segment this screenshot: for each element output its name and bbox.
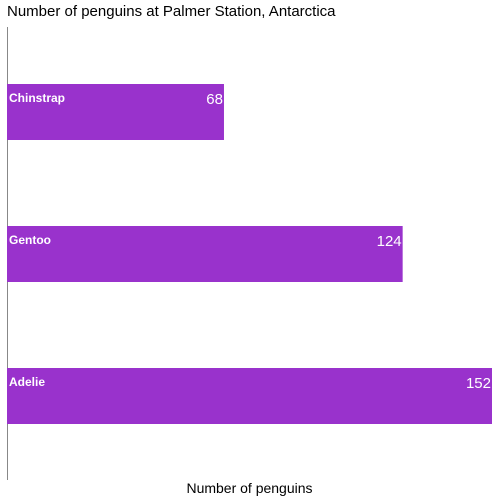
- bar-chinstrap: [7, 84, 224, 140]
- x-axis-label: Number of penguins: [186, 480, 313, 496]
- bar-adelie: [7, 368, 492, 424]
- value-label-gentoo: 124: [377, 233, 402, 250]
- bar-gentoo: [7, 226, 403, 282]
- chart-title: Number of penguins at Palmer Station, An…: [7, 3, 336, 20]
- category-label-chinstrap: Chinstrap: [9, 91, 65, 105]
- category-label-gentoo: Gentoo: [9, 233, 51, 247]
- value-label-chinstrap: 68: [206, 91, 223, 108]
- value-label-adelie: 152: [466, 375, 491, 392]
- category-label-adelie: Adelie: [9, 375, 45, 389]
